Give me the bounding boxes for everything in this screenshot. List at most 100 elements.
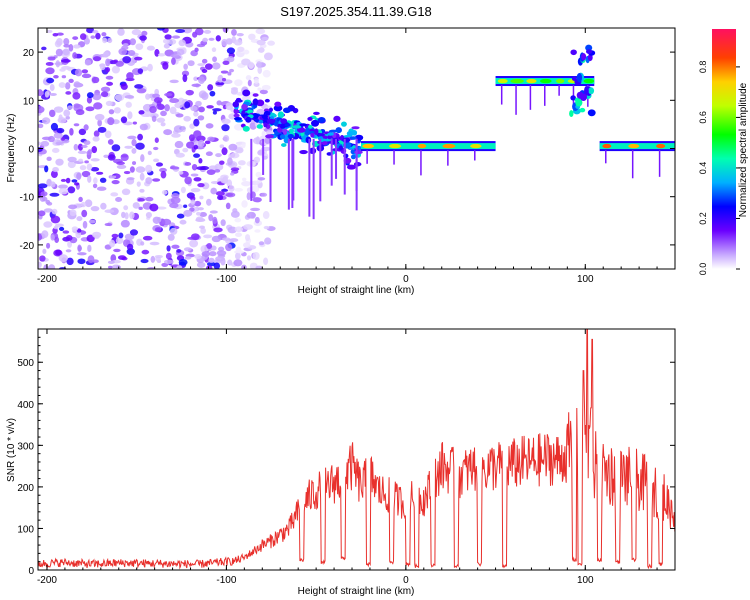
noise-blob xyxy=(72,92,81,100)
noise-blob xyxy=(72,52,78,59)
noise-blob xyxy=(153,97,163,104)
noise-blob xyxy=(198,158,203,164)
noise-blob xyxy=(183,204,188,209)
noise-blob xyxy=(54,236,60,243)
band-streak xyxy=(447,150,449,166)
noise-blob xyxy=(262,69,271,78)
turbulence-blob xyxy=(584,86,589,96)
noise-blob xyxy=(136,181,141,187)
noise-blob xyxy=(241,58,251,66)
noise-blob xyxy=(197,207,204,211)
tone-blob xyxy=(287,134,294,139)
tone-blob xyxy=(351,129,358,136)
noise-blob xyxy=(51,208,58,215)
noise-blob xyxy=(171,244,180,249)
noise-blob xyxy=(115,60,124,67)
noise-blob xyxy=(184,256,192,260)
noise-blob xyxy=(109,175,117,179)
colorbar-tick-label: 0.2 xyxy=(698,212,708,225)
noise-blob xyxy=(141,113,151,118)
noise-blob xyxy=(84,199,93,208)
noise-blob xyxy=(232,208,238,213)
noise-blob xyxy=(53,74,59,79)
noise-blob xyxy=(90,158,100,162)
tone-blob xyxy=(245,116,252,123)
noise-blob xyxy=(114,94,125,102)
noise-blob xyxy=(233,39,243,46)
noise-blob xyxy=(175,28,186,33)
noise-blob xyxy=(97,119,102,127)
tone-blob xyxy=(350,149,356,155)
noise-blob xyxy=(183,209,193,217)
noise-blob xyxy=(123,205,129,211)
noise-blob xyxy=(150,255,156,263)
noise-blob xyxy=(67,160,76,169)
noise-blob xyxy=(38,261,42,269)
y-tick-label: -10 xyxy=(20,193,35,204)
noise-blob xyxy=(163,129,173,136)
noise-blob xyxy=(55,158,64,166)
colorbar-tick-label: 0.4 xyxy=(698,162,708,175)
tone-blob xyxy=(263,122,268,128)
noise-blob xyxy=(265,130,273,136)
noise-blob xyxy=(175,152,185,158)
tone-blob xyxy=(313,111,320,116)
noise-blob xyxy=(212,56,217,63)
noise-blob xyxy=(132,121,138,125)
noise-blob xyxy=(55,249,62,256)
noise-blob xyxy=(183,115,191,122)
noise-blob xyxy=(169,202,179,209)
noise-blob xyxy=(107,117,115,126)
noise-blob xyxy=(216,250,227,256)
noise-blob xyxy=(208,37,215,41)
noise-blob xyxy=(230,87,239,91)
noise-blob xyxy=(169,106,177,115)
turbulence-blob xyxy=(586,49,593,54)
noise-blob xyxy=(107,260,115,265)
noise-blob xyxy=(263,52,273,61)
tone-blob xyxy=(333,115,341,122)
noise-blob xyxy=(171,57,176,65)
snr-panel: -200 -100 0 100 0 100 200 300 400 500 Height of … xyxy=(6,328,676,597)
noise-blob xyxy=(65,234,73,241)
noise-blob xyxy=(205,123,214,129)
noise-blob xyxy=(60,178,67,182)
noise-blob xyxy=(252,197,262,203)
noise-blob xyxy=(253,77,259,84)
noise-blob xyxy=(65,91,72,95)
turbulence-blob xyxy=(588,87,595,95)
noise-blob xyxy=(164,104,170,112)
noise-blob xyxy=(65,249,72,253)
noise-blob xyxy=(169,79,179,84)
noise-blob xyxy=(126,72,134,80)
turbulence-blob xyxy=(580,93,588,101)
tone-blob xyxy=(252,113,259,119)
tone-blob xyxy=(279,134,286,140)
tone-streak xyxy=(308,138,311,217)
noise-blob xyxy=(60,137,66,141)
tone-blob xyxy=(307,116,313,121)
spectrogram-xlabel: Height of straight line (km) xyxy=(298,285,415,296)
noise-blob xyxy=(81,144,88,148)
noise-blob xyxy=(174,102,184,109)
noise-blob xyxy=(56,38,63,46)
snr-frame xyxy=(37,328,676,571)
noise-blob xyxy=(164,92,173,97)
noise-blob xyxy=(67,156,77,163)
noise-blob xyxy=(227,259,233,266)
noise-blob xyxy=(229,68,235,73)
noise-blob xyxy=(231,28,237,36)
noise-blob xyxy=(88,219,96,224)
noise-blob xyxy=(132,202,140,209)
noise-blob xyxy=(123,170,131,175)
tone-blob xyxy=(242,125,250,132)
noise-blob xyxy=(245,75,252,81)
noise-blob xyxy=(93,130,100,138)
noise-blob xyxy=(77,258,86,265)
noise-blob xyxy=(71,226,79,232)
noise-blob xyxy=(159,167,167,173)
noise-blob xyxy=(213,227,223,233)
noise-blob xyxy=(73,143,79,151)
noise-blob xyxy=(230,172,235,176)
noise-blob xyxy=(203,29,212,34)
